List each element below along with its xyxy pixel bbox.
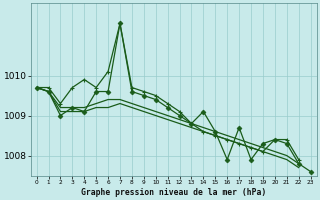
X-axis label: Graphe pression niveau de la mer (hPa): Graphe pression niveau de la mer (hPa) xyxy=(81,188,266,197)
